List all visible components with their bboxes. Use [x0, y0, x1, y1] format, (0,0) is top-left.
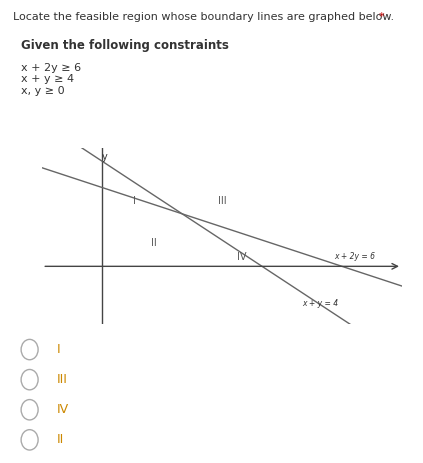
Text: x + 2y = 6: x + 2y = 6: [334, 251, 375, 261]
Text: III: III: [57, 373, 68, 386]
Text: IV: IV: [237, 252, 247, 262]
Text: II: II: [151, 238, 157, 248]
Text: x + y ≥ 4: x + y ≥ 4: [21, 74, 74, 84]
Text: I: I: [57, 343, 61, 356]
Text: I: I: [133, 196, 136, 206]
Text: III: III: [218, 196, 226, 206]
Text: II: II: [57, 433, 64, 446]
Text: x, y ≥ 0: x, y ≥ 0: [21, 86, 65, 96]
Text: x + y = 4: x + y = 4: [302, 299, 338, 308]
Text: y: y: [102, 152, 107, 162]
Text: *: *: [379, 12, 384, 22]
Text: IV: IV: [57, 403, 69, 416]
Text: Locate the feasible region whose boundary lines are graphed below.: Locate the feasible region whose boundar…: [13, 12, 394, 22]
Text: x + 2y ≥ 6: x + 2y ≥ 6: [21, 63, 81, 73]
Text: Given the following constraints: Given the following constraints: [21, 39, 229, 52]
